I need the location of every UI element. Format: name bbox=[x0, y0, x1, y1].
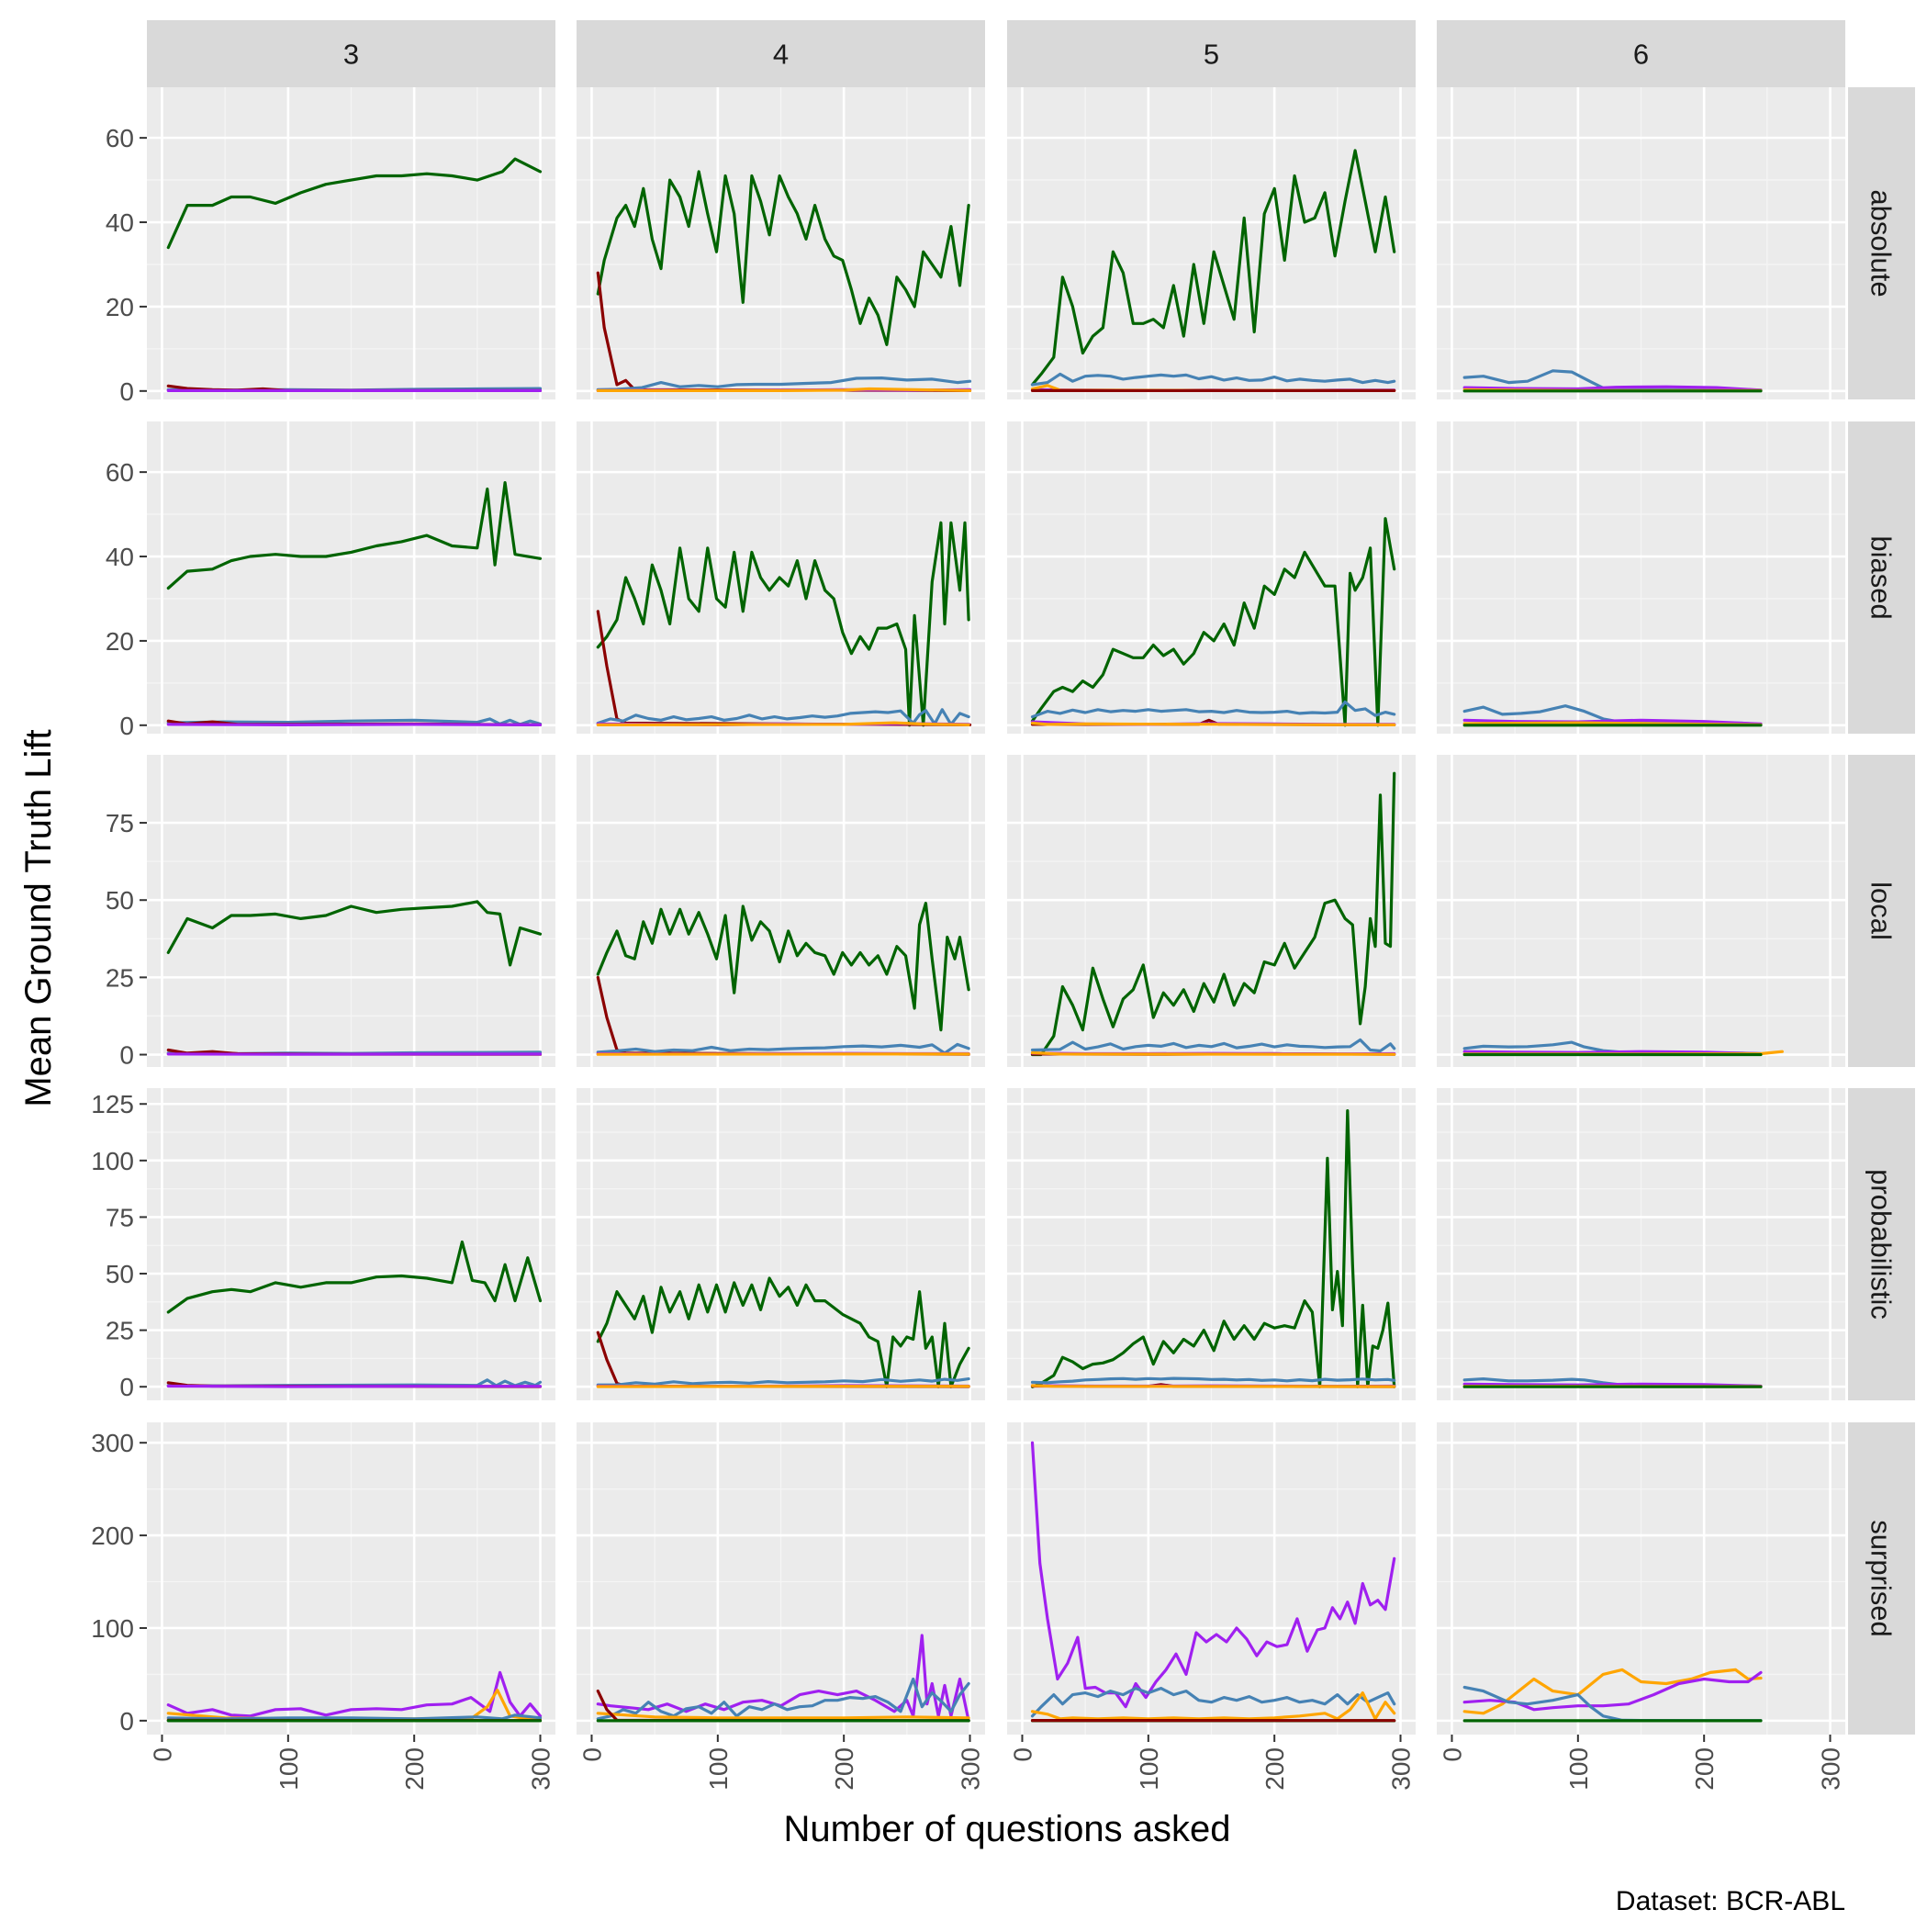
x-tick-label: 0 bbox=[577, 1747, 606, 1762]
series-line-purple bbox=[168, 724, 540, 725]
panel-5-absolute bbox=[1007, 87, 1416, 399]
y-tick-label: 0 bbox=[119, 377, 134, 406]
y-tick-label: 40 bbox=[106, 543, 134, 571]
column-strip-3: 3 bbox=[147, 20, 555, 87]
panel-6-biased bbox=[1437, 421, 1845, 734]
panel-5-probabilistic bbox=[1007, 1088, 1416, 1400]
y-tick-label: 25 bbox=[106, 1317, 134, 1345]
x-tick-label: 0 bbox=[1438, 1747, 1466, 1762]
x-tick-label: 200 bbox=[830, 1747, 858, 1791]
panel-3-surprised bbox=[147, 1422, 555, 1735]
column-strip-label: 5 bbox=[1204, 39, 1219, 71]
row-strip-label: probabilistic bbox=[1865, 1169, 1898, 1320]
x-tick-label: 300 bbox=[1387, 1747, 1416, 1791]
x-tick-label: 100 bbox=[704, 1747, 733, 1791]
y-tick-label: 0 bbox=[119, 712, 134, 740]
x-tick-label: 200 bbox=[1690, 1747, 1719, 1791]
x-axis-title: Number of questions asked bbox=[784, 1809, 1231, 1849]
row-strip-probabilistic: probabilistic bbox=[1848, 1088, 1915, 1400]
y-tick-label: 60 bbox=[106, 124, 134, 152]
x-tick-label: 0 bbox=[1008, 1747, 1036, 1762]
column-strip-6: 6 bbox=[1437, 20, 1845, 87]
y-tick-label: 20 bbox=[106, 627, 134, 656]
dataset-caption: Dataset: BCR-ABL bbox=[1616, 1886, 1845, 1916]
panel-3-local bbox=[147, 755, 555, 1067]
y-tick-label: 200 bbox=[91, 1522, 134, 1550]
row-strip-biased: biased bbox=[1848, 421, 1915, 734]
y-tick-label: 20 bbox=[106, 293, 134, 321]
panel-3-absolute bbox=[147, 87, 555, 399]
column-strip-label: 3 bbox=[343, 39, 359, 71]
x-tick-label: 100 bbox=[274, 1747, 303, 1791]
panel-4-probabilistic bbox=[577, 1088, 985, 1400]
panel-5-surprised bbox=[1007, 1422, 1416, 1735]
panel-4-local bbox=[577, 755, 985, 1067]
row-strip-label: absolute bbox=[1865, 189, 1898, 297]
y-tick-label: 75 bbox=[106, 809, 134, 837]
y-tick-label: 100 bbox=[91, 1147, 134, 1175]
row-strip-label: local bbox=[1865, 882, 1898, 940]
y-tick-label: 75 bbox=[106, 1203, 134, 1231]
x-tick-label: 200 bbox=[1260, 1747, 1289, 1791]
y-axis-title: Mean Ground Truth Lift bbox=[18, 729, 59, 1106]
panel-4-biased bbox=[577, 421, 985, 734]
column-strip-5: 5 bbox=[1007, 20, 1416, 87]
x-tick-label: 200 bbox=[400, 1747, 429, 1791]
column-strip-label: 4 bbox=[773, 39, 789, 71]
x-tick-label: 100 bbox=[1564, 1747, 1593, 1791]
y-tick-label: 300 bbox=[91, 1429, 134, 1457]
panel-6-surprised bbox=[1437, 1422, 1845, 1735]
x-tick-label: 0 bbox=[148, 1747, 176, 1762]
panel-6-local bbox=[1437, 755, 1845, 1067]
row-strip-absolute: absolute bbox=[1848, 87, 1915, 399]
y-tick-label: 50 bbox=[106, 886, 134, 915]
row-strip-local: local bbox=[1848, 755, 1915, 1067]
row-strip-label: surprised bbox=[1865, 1520, 1898, 1637]
column-strip-label: 6 bbox=[1633, 39, 1649, 71]
panel-5-biased bbox=[1007, 421, 1416, 734]
series-line-orange bbox=[1033, 724, 1395, 725]
row-strip-surprised: surprised bbox=[1848, 1422, 1915, 1735]
y-tick-label: 0 bbox=[119, 1041, 134, 1070]
y-tick-label: 40 bbox=[106, 208, 134, 237]
y-tick-label: 50 bbox=[106, 1260, 134, 1288]
row-strip-label: biased bbox=[1865, 535, 1898, 619]
y-tick-label: 0 bbox=[119, 1373, 134, 1401]
panel-3-probabilistic bbox=[147, 1088, 555, 1400]
y-tick-label: 0 bbox=[119, 1707, 134, 1735]
series-line-orange bbox=[1033, 1386, 1395, 1387]
x-tick-label: 300 bbox=[527, 1747, 555, 1791]
x-tick-label: 300 bbox=[957, 1747, 985, 1791]
panel-5-local bbox=[1007, 755, 1416, 1067]
series-line-orange bbox=[1033, 1053, 1395, 1055]
column-strip-4: 4 bbox=[577, 20, 985, 87]
y-tick-label: 60 bbox=[106, 458, 134, 487]
panel-6-absolute bbox=[1437, 87, 1845, 399]
x-tick-label: 300 bbox=[1817, 1747, 1845, 1791]
y-tick-label: 100 bbox=[91, 1614, 134, 1643]
x-tick-label: 100 bbox=[1135, 1747, 1163, 1791]
panel-3-biased bbox=[147, 421, 555, 734]
panel-4-surprised bbox=[577, 1422, 985, 1735]
panel-6-probabilistic bbox=[1437, 1088, 1845, 1400]
y-tick-label: 125 bbox=[91, 1090, 134, 1118]
y-tick-label: 25 bbox=[106, 963, 134, 992]
panel-4-absolute bbox=[577, 87, 985, 399]
